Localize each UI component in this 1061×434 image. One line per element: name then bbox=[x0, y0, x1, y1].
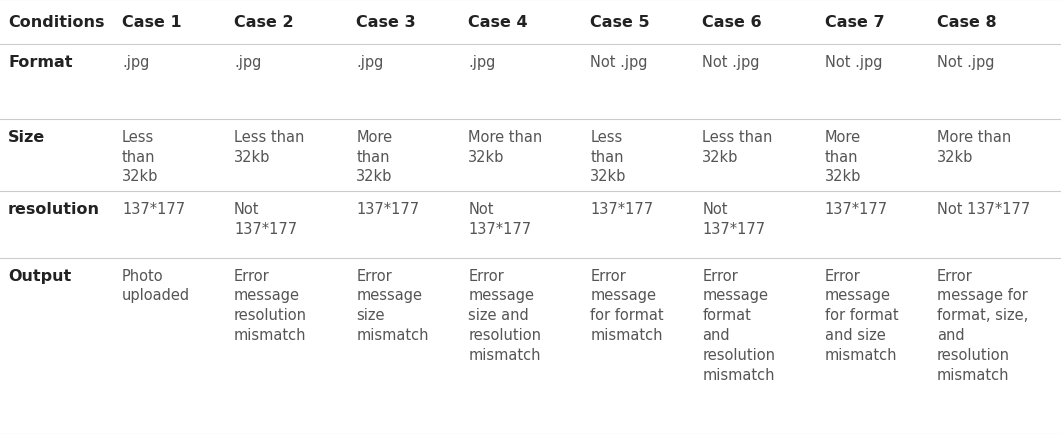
Text: More than
32kb: More than 32kb bbox=[468, 129, 542, 164]
Text: Not 137*177: Not 137*177 bbox=[937, 202, 1030, 217]
Text: resolution: resolution bbox=[8, 202, 100, 217]
Text: Output: Output bbox=[8, 268, 71, 283]
Text: More than
32kb: More than 32kb bbox=[937, 129, 1011, 164]
Text: Less than
32kb: Less than 32kb bbox=[234, 129, 305, 164]
Text: Not .jpg: Not .jpg bbox=[937, 55, 994, 70]
Text: .jpg: .jpg bbox=[356, 55, 384, 70]
Text: 137*177: 137*177 bbox=[356, 202, 419, 217]
Text: Not .jpg: Not .jpg bbox=[590, 55, 648, 70]
Text: Error
message
size and
resolution
mismatch: Error message size and resolution mismat… bbox=[468, 268, 541, 362]
Text: .jpg: .jpg bbox=[122, 55, 150, 70]
Text: Less
than
32kb: Less than 32kb bbox=[122, 129, 158, 184]
Text: More
than
32kb: More than 32kb bbox=[356, 129, 393, 184]
Text: Case 3: Case 3 bbox=[356, 15, 416, 30]
Text: Not
137*177: Not 137*177 bbox=[234, 202, 297, 237]
Text: Case 1: Case 1 bbox=[122, 15, 181, 30]
Text: Not .jpg: Not .jpg bbox=[702, 55, 760, 70]
Text: Error
message
format
and
resolution
mismatch: Error message format and resolution mism… bbox=[702, 268, 776, 382]
Text: Case 5: Case 5 bbox=[590, 15, 650, 30]
Text: Error
message
resolution
mismatch: Error message resolution mismatch bbox=[234, 268, 307, 342]
Text: Less
than
32kb: Less than 32kb bbox=[590, 129, 627, 184]
Text: .jpg: .jpg bbox=[468, 55, 495, 70]
Text: 137*177: 137*177 bbox=[122, 202, 186, 217]
Text: Size: Size bbox=[8, 129, 46, 145]
Text: Not .jpg: Not .jpg bbox=[824, 55, 882, 70]
Text: More
than
32kb: More than 32kb bbox=[824, 129, 860, 184]
Text: Not
137*177: Not 137*177 bbox=[702, 202, 766, 237]
Text: Error
message
for format
mismatch: Error message for format mismatch bbox=[590, 268, 664, 342]
Text: Conditions: Conditions bbox=[8, 15, 104, 30]
Text: Case 8: Case 8 bbox=[937, 15, 996, 30]
Text: Less than
32kb: Less than 32kb bbox=[702, 129, 772, 164]
Text: Not
137*177: Not 137*177 bbox=[468, 202, 532, 237]
Text: Error
message
for format
and size
mismatch: Error message for format and size mismat… bbox=[824, 268, 899, 362]
Text: Case 6: Case 6 bbox=[702, 15, 762, 30]
Text: .jpg: .jpg bbox=[234, 55, 261, 70]
Text: 137*177: 137*177 bbox=[824, 202, 888, 217]
Text: Photo
uploaded: Photo uploaded bbox=[122, 268, 190, 303]
Text: 137*177: 137*177 bbox=[590, 202, 654, 217]
Text: Format: Format bbox=[8, 55, 72, 70]
Text: Error
message
size
mismatch: Error message size mismatch bbox=[356, 268, 429, 342]
Text: Case 7: Case 7 bbox=[824, 15, 884, 30]
Text: Case 4: Case 4 bbox=[468, 15, 528, 30]
Text: Case 2: Case 2 bbox=[234, 15, 294, 30]
Text: Error
message for
format, size,
and
resolution
mismatch: Error message for format, size, and reso… bbox=[937, 268, 1028, 382]
